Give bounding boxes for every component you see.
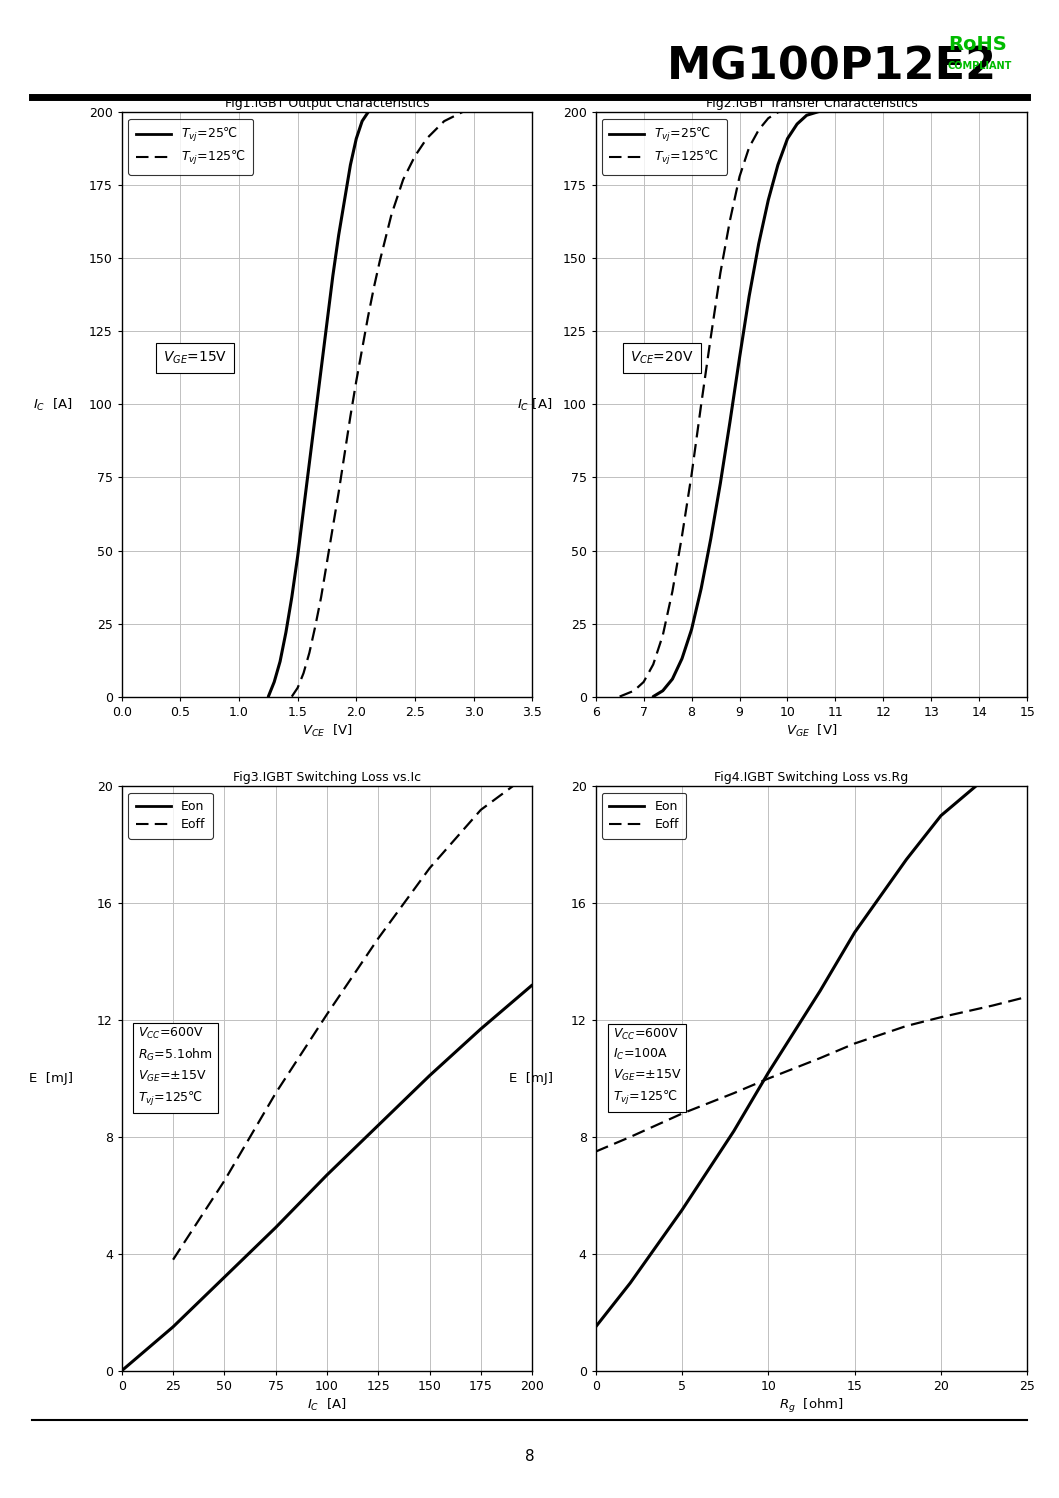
Y-axis label: E  [mJ]: E [mJ] — [29, 1073, 73, 1085]
Text: MG100P12E2: MG100P12E2 — [667, 46, 998, 88]
Legend: Eon, Eoff: Eon, Eoff — [128, 792, 213, 839]
Text: $V_{CC}$=600V
$I_C$=100A
$V_{GE}$=±15V
$T_{vj}$=125℃: $V_{CC}$=600V $I_C$=100A $V_{GE}$=±15V $… — [613, 1026, 681, 1107]
Text: $V_{CE}$=20V: $V_{CE}$=20V — [630, 349, 694, 366]
Text: $V_{CC}$=600V
$R_G$=5.1ohm
$V_{GE}$=±15V
$T_{vj}$=125℃: $V_{CC}$=600V $R_G$=5.1ohm $V_{GE}$=±15V… — [138, 1026, 213, 1107]
Y-axis label: E  [mJ]: E [mJ] — [508, 1073, 553, 1085]
X-axis label: $R_g$  [ohm]: $R_g$ [ohm] — [779, 1396, 844, 1416]
X-axis label: $I_C$  [A]: $I_C$ [A] — [307, 1396, 346, 1413]
Title: Fig2.IGBT Transfer Characteristics: Fig2.IGBT Transfer Characteristics — [705, 97, 917, 109]
Title: Fig1.IGBT Output Characteristics: Fig1.IGBT Output Characteristics — [225, 97, 429, 109]
Text: $V_{GE}$=15V: $V_{GE}$=15V — [163, 349, 227, 366]
Legend: $T_{vj}$=25℃, $T_{vj}$=125℃: $T_{vj}$=25℃, $T_{vj}$=125℃ — [602, 118, 728, 175]
Legend: Eon, Eoff: Eon, Eoff — [602, 792, 686, 839]
Y-axis label: $I_C$  [A]: $I_C$ [A] — [33, 397, 73, 412]
Y-axis label: $I_C$ [A]: $I_C$ [A] — [517, 397, 553, 412]
Text: 8: 8 — [524, 1449, 535, 1464]
Text: COMPLIANT: COMPLIANT — [948, 61, 1012, 70]
X-axis label: $V_{CE}$  [V]: $V_{CE}$ [V] — [302, 722, 353, 739]
Title: Fig3.IGBT Switching Loss vs.Ic: Fig3.IGBT Switching Loss vs.Ic — [233, 771, 421, 783]
Text: RoHS: RoHS — [948, 36, 1006, 54]
X-axis label: $V_{GE}$  [V]: $V_{GE}$ [V] — [786, 722, 837, 739]
Title: Fig4.IGBT Switching Loss vs.Rg: Fig4.IGBT Switching Loss vs.Rg — [715, 771, 909, 783]
Legend: $T_{vj}$=25℃, $T_{vj}$=125℃: $T_{vj}$=25℃, $T_{vj}$=125℃ — [128, 118, 253, 175]
